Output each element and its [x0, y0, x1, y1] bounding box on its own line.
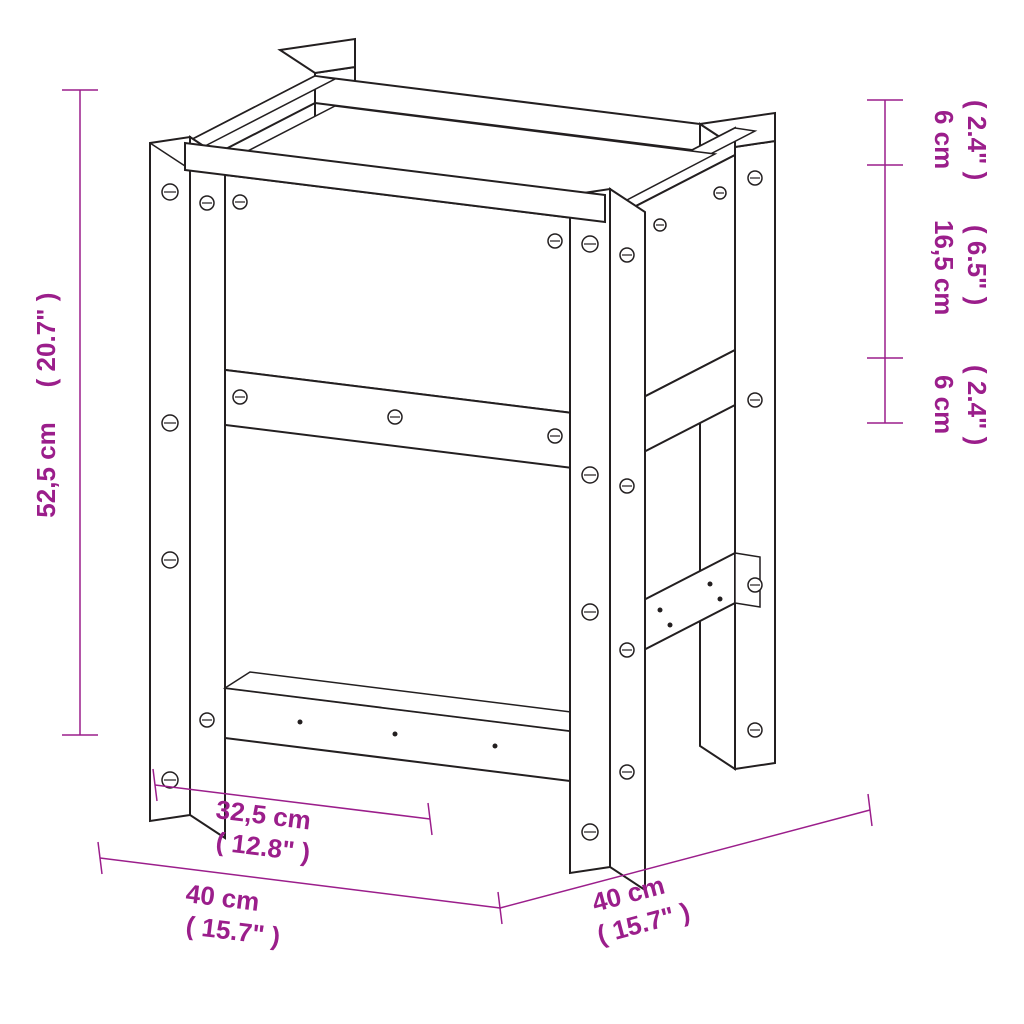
leg-front-right: [570, 189, 645, 890]
planter-drawing: [150, 39, 775, 890]
label-mid-in: ( 2.4" ): [962, 365, 992, 445]
dim-mid-clearance: [867, 358, 903, 423]
leg-front-left: [150, 137, 225, 838]
label-height-cm: 52,5 cm: [31, 422, 61, 517]
dim-height-total: [62, 90, 98, 735]
label-height-in: ( 20.7" ): [31, 293, 61, 388]
dim-panel-height: [867, 165, 903, 358]
label-front-in: ( 15.7" ): [184, 910, 282, 951]
planter-dimension-diagram: 52,5 cm ( 20.7" ) 6 cm ( 2.4" ) 16,5 cm …: [0, 0, 1024, 1024]
dim-top-clearance: [867, 100, 903, 165]
label-panel-in: ( 6.5" ): [962, 225, 992, 305]
label-panel-cm: 16,5 cm: [929, 220, 959, 315]
dim-side-width: [500, 794, 872, 908]
label-top-in: ( 2.4" ): [962, 100, 992, 180]
label-mid-cm: 6 cm: [929, 375, 959, 434]
label-top-cm: 6 cm: [929, 110, 959, 169]
